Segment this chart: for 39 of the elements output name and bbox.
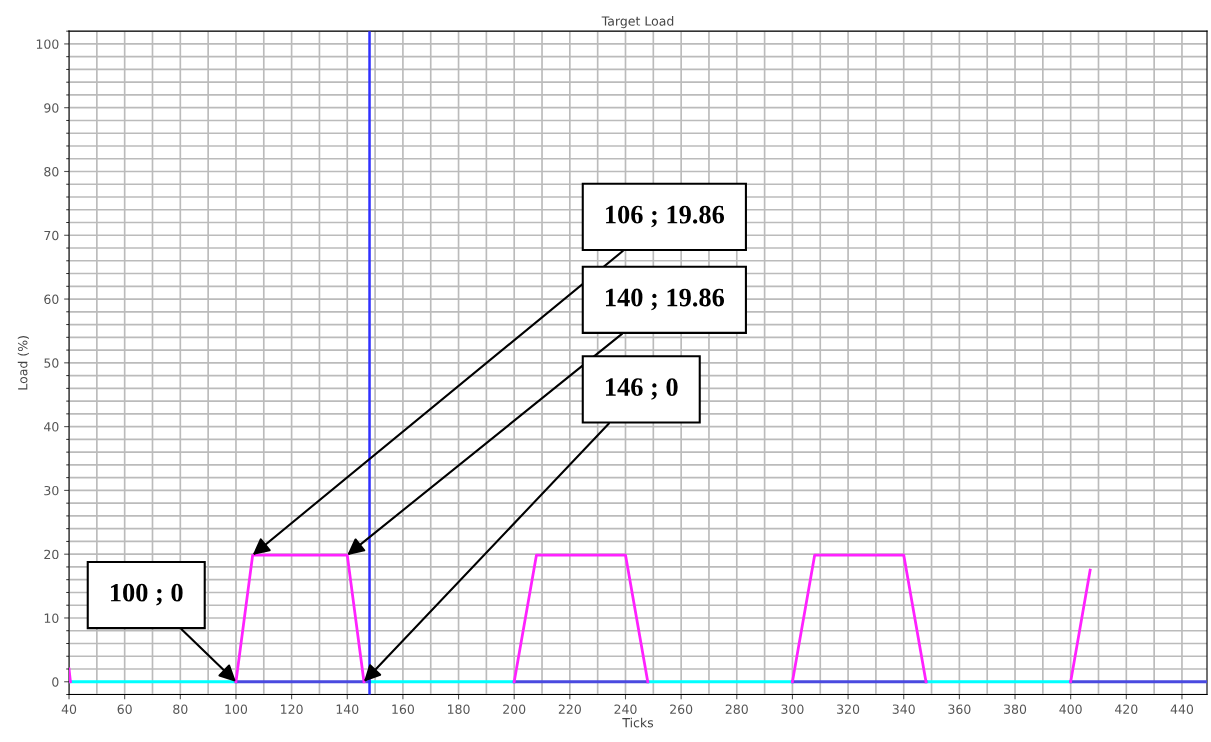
x-axis-title: Ticks bbox=[622, 717, 654, 728]
x-tick-label: 300 bbox=[781, 704, 804, 714]
annotation: 140 ; 19.86 bbox=[605, 288, 725, 311]
y-tick-label: 30 bbox=[44, 485, 59, 496]
x-tick-label: 160 bbox=[392, 704, 415, 714]
x-tick-label: 60 bbox=[117, 704, 132, 714]
y-tick-label: 90 bbox=[44, 103, 59, 113]
x-tick-label: 320 bbox=[837, 704, 860, 714]
y-tick-label: 100 bbox=[36, 39, 59, 49]
x-tick-label: 100 bbox=[225, 704, 248, 714]
y-tick-label: 10 bbox=[44, 613, 59, 623]
y-tick-label: 70 bbox=[44, 230, 59, 241]
x-tick-label: 260 bbox=[670, 704, 693, 714]
x-tick-label: 80 bbox=[173, 704, 188, 714]
x-tick-label: 40 bbox=[61, 704, 77, 714]
annotation: 146 ; 0 bbox=[605, 378, 678, 400]
y-tick-label: 20 bbox=[44, 549, 59, 560]
annotation: 106 ; 19.86 bbox=[605, 205, 725, 228]
x-tick-label: 280 bbox=[725, 704, 748, 714]
x-tick-label: 420 bbox=[1115, 704, 1138, 714]
y-tick-label: 40 bbox=[44, 422, 59, 432]
y-axis-title: Load (%) bbox=[17, 336, 29, 390]
y-tick-label: 50 bbox=[44, 358, 59, 368]
x-tick-label: 360 bbox=[948, 704, 971, 714]
x-tick-label: 340 bbox=[892, 704, 915, 714]
y-tick-label: 0 bbox=[52, 677, 59, 687]
x-tick-label: 440 bbox=[1170, 704, 1194, 714]
x-tick-label: 380 bbox=[1004, 704, 1027, 714]
annotation: 100 ; 0 bbox=[110, 583, 183, 606]
x-tick-label: 220 bbox=[558, 704, 581, 714]
y-tick-label: 60 bbox=[44, 294, 59, 304]
x-tick-label: 180 bbox=[448, 704, 470, 714]
y-tick-label: 80 bbox=[44, 166, 59, 177]
x-tick-label: 400 bbox=[1059, 704, 1082, 714]
x-tick-label: 140 bbox=[336, 704, 359, 714]
x-tick-label: 200 bbox=[503, 704, 526, 714]
x-tick-label: 240 bbox=[614, 704, 637, 714]
x-tick-label: 120 bbox=[281, 704, 303, 714]
chart-title: Target Load bbox=[601, 16, 674, 29]
